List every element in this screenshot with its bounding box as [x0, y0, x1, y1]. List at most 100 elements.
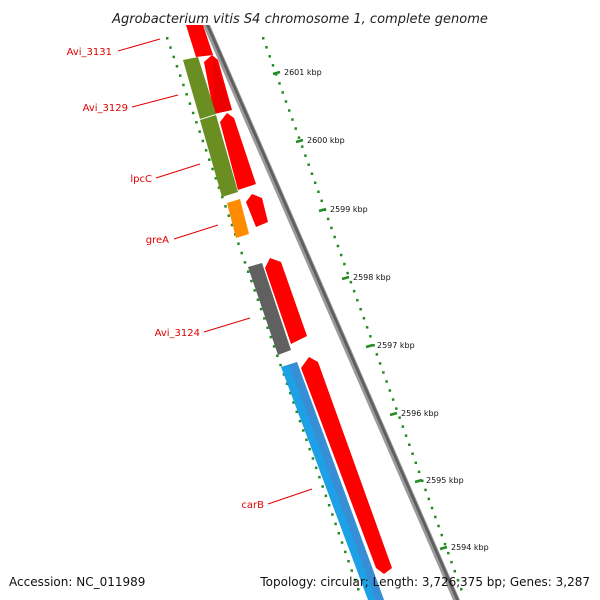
- inner-ring-dot: [240, 251, 243, 255]
- outer-ring-dot: [437, 524, 440, 528]
- inner-ring-dot: [204, 149, 208, 152]
- outer-ring-dot: [395, 407, 398, 410]
- inner-ring-dot: [166, 37, 169, 40]
- inner-ring-dot: [276, 354, 279, 358]
- inner-ring-dot: [298, 419, 302, 423]
- inner-ring-dot: [295, 410, 298, 414]
- outer-ring-dot: [362, 317, 366, 320]
- inner-ring-dot: [350, 569, 354, 572]
- outer-ring-dot: [369, 335, 372, 338]
- gene-track: [183, 57, 384, 600]
- inner-ring-dot: [217, 186, 221, 189]
- outer-ring-dot: [307, 163, 310, 166]
- inner-ring-dot: [221, 195, 224, 199]
- outer-ring-dot: [336, 244, 340, 248]
- outer-ring-dot: [382, 371, 385, 374]
- inner-ring-dot: [175, 65, 179, 68]
- outer-ring-dot: [404, 434, 408, 437]
- outer-ring-dot: [375, 353, 379, 356]
- kbp-tick-label: 2594 kbp: [451, 543, 489, 552]
- gene-label[interactable]: Avi_3124: [155, 328, 200, 339]
- outer-ring-dot: [417, 470, 421, 474]
- outer-ring-dot: [284, 100, 288, 103]
- gene-labels: Avi_3131 Avi_3129 lpcC greA Avi_3124 carB: [67, 38, 313, 511]
- gene-block-avi3124: [248, 263, 291, 355]
- cds-arrow: [265, 258, 307, 344]
- gene-label[interactable]: Avi_3131: [67, 47, 112, 58]
- inner-ring-dot: [201, 139, 205, 143]
- inner-ring-dot: [266, 326, 269, 330]
- outer-ring-dot: [294, 127, 297, 130]
- inner-ring-dot: [285, 382, 289, 386]
- kbp-tick-label: 2598 kbp: [353, 273, 391, 282]
- outer-ring-dot: [278, 82, 281, 85]
- inner-ring-dot: [227, 214, 231, 217]
- outer-ring-dot: [346, 271, 349, 275]
- kbp-tick-label: 2600 kbp: [307, 136, 345, 145]
- outer-ring-dot: [385, 380, 388, 383]
- gene-leader-line: [203, 317, 251, 333]
- inner-ring-dot: [269, 335, 273, 339]
- outer-ring-dot: [356, 298, 359, 302]
- outer-ring-dot: [427, 497, 431, 501]
- outer-ring-dot: [339, 253, 343, 257]
- outer-ring-dot: [359, 307, 362, 311]
- inner-ring-dot: [324, 494, 328, 498]
- gene-leader-line: [267, 488, 313, 505]
- outer-ring-dot: [424, 488, 427, 492]
- gene-label[interactable]: carB: [241, 500, 264, 511]
- genome-summary: Topology: circular; Length: 3,726,375 bp…: [259, 575, 590, 589]
- outer-ring-dot: [414, 461, 418, 465]
- inner-ring-dot: [256, 298, 260, 301]
- outer-ring-dot: [401, 425, 405, 428]
- inner-ring-dot: [314, 466, 318, 470]
- inner-ring-dot: [289, 391, 292, 395]
- gene-label[interactable]: lpcC: [130, 174, 152, 185]
- inner-ring-dot: [188, 102, 192, 105]
- outer-ring-dot: [440, 533, 444, 537]
- kbp-tick-mark: [341, 275, 350, 281]
- inner-ring-dot: [191, 111, 195, 115]
- backbone: [203, 25, 460, 600]
- inner-ring-dot: [253, 289, 256, 292]
- outer-ring-dot: [430, 506, 434, 510]
- outer-ring-dot: [450, 560, 453, 564]
- inner-ring-dot: [237, 242, 240, 245]
- inner-dotted-ring: [166, 37, 360, 591]
- kbp-tick-label: 2597 kbp: [377, 341, 415, 350]
- kbp-tick-label: 2601 kbp: [284, 68, 322, 77]
- outer-ring-dot: [443, 542, 447, 546]
- outer-ring-dot: [372, 344, 375, 347]
- outer-ring-dot: [352, 289, 356, 293]
- inner-ring-dot: [292, 401, 295, 404]
- inner-ring-dot: [208, 158, 211, 161]
- inner-ring-dot: [250, 279, 253, 283]
- outer-ring-dot: [388, 389, 392, 392]
- inner-ring-dot: [178, 74, 182, 77]
- inner-ring-dot: [308, 447, 311, 451]
- gene-label[interactable]: greA: [146, 235, 169, 246]
- map-title: Agrobacterium vitis S4 chromosome 1, com…: [111, 12, 488, 27]
- kbp-tick-mark: [295, 138, 304, 144]
- cds-track: [186, 25, 392, 574]
- cds-arrow: [186, 25, 213, 57]
- gene-leader-line: [117, 38, 161, 52]
- inner-ring-dot: [211, 167, 214, 171]
- gene-label[interactable]: Avi_3129: [83, 103, 128, 114]
- outer-dotted-ring: [262, 37, 463, 591]
- kbp-tick-mark: [365, 343, 374, 349]
- inner-ring-dot: [279, 363, 282, 367]
- inner-ring-dot: [305, 438, 308, 442]
- inner-ring-dot: [195, 121, 198, 124]
- outer-ring-dot: [460, 588, 463, 591]
- outer-ring-dot: [304, 154, 307, 157]
- gene-block-avi3131: [183, 57, 216, 119]
- inner-ring-dot: [331, 513, 334, 516]
- inner-ring-dot: [230, 223, 234, 227]
- cds-arrow: [204, 55, 232, 114]
- outer-ring-dot: [343, 262, 346, 266]
- outer-ring-dot: [291, 118, 294, 121]
- inner-ring-dot: [169, 46, 172, 49]
- outer-ring-dot: [262, 37, 265, 40]
- inner-ring-dot: [246, 270, 250, 273]
